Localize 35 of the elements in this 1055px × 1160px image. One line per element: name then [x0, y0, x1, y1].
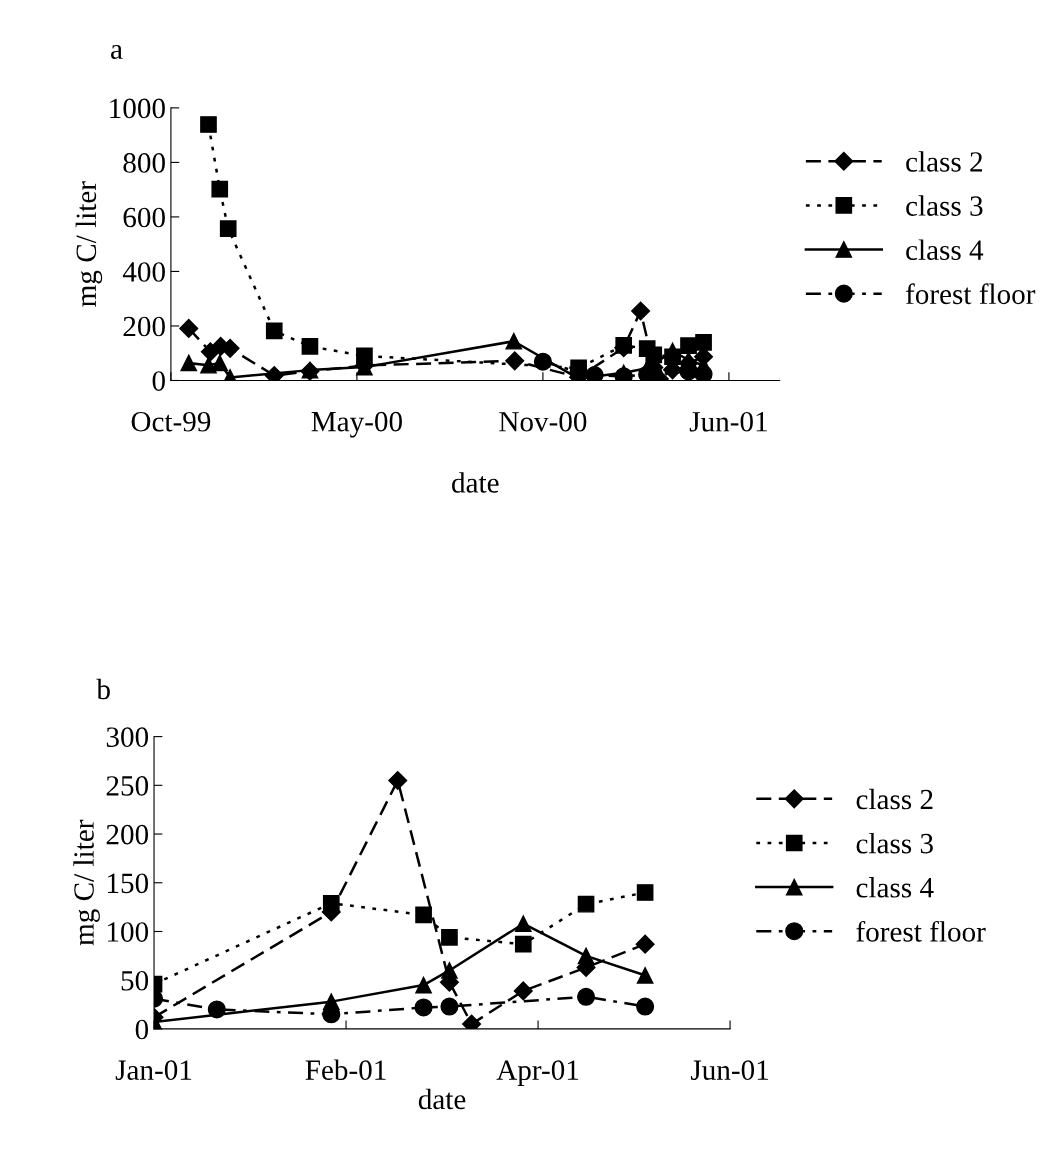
legend-label: class 2 [856, 788, 933, 810]
legend-label: class 3 [856, 832, 933, 854]
y-tick-label: 800 [123, 153, 165, 173]
legend-label: class 4 [856, 877, 934, 898]
y-tick-label: 200 [106, 824, 149, 845]
x-tick-label: Feb-01 [305, 1059, 386, 1080]
legend-label: class 3 [906, 195, 983, 216]
x-axis-title: date [418, 1088, 466, 1110]
legend-label: forest floor [856, 920, 986, 942]
y-tick-label: 200 [123, 316, 165, 337]
chart-title: b [96, 678, 110, 700]
y-tick-label: 250 [106, 776, 149, 796]
y-axis-title: mg C/ liter [73, 819, 100, 946]
x-tick-label: Jun-01 [689, 411, 767, 432]
y-tick-label: 300 [106, 727, 149, 748]
chart-title: a [111, 44, 123, 59]
y-tick-label: 0 [152, 371, 165, 391]
y-axis-title: mg C/ liter [75, 181, 103, 307]
y-tick-label: 600 [123, 207, 165, 228]
x-tick-label: Jun-01 [690, 1060, 769, 1080]
legend-label: class 2 [906, 151, 983, 172]
x-tick-label: May-00 [311, 411, 402, 438]
x-tick-label: Apr-01 [496, 1060, 579, 1086]
y-tick-label: 100 [107, 922, 149, 942]
y-tick-label: 400 [122, 262, 165, 282]
y-tick-label: 50 [121, 970, 149, 991]
legend-label: forest floor [905, 283, 1036, 305]
y-tick-label: 1000 [110, 98, 165, 119]
x-tick-label: Oct-99 [131, 411, 211, 432]
legend-label: class 4 [906, 239, 984, 260]
y-tick-label: 150 [107, 873, 149, 894]
y-tick-label: 0 [135, 1019, 149, 1040]
x-tick-label: Jan-01 [115, 1060, 192, 1080]
x-tick-label: Nov-00 [499, 411, 587, 432]
x-axis-title: date [452, 472, 499, 493]
